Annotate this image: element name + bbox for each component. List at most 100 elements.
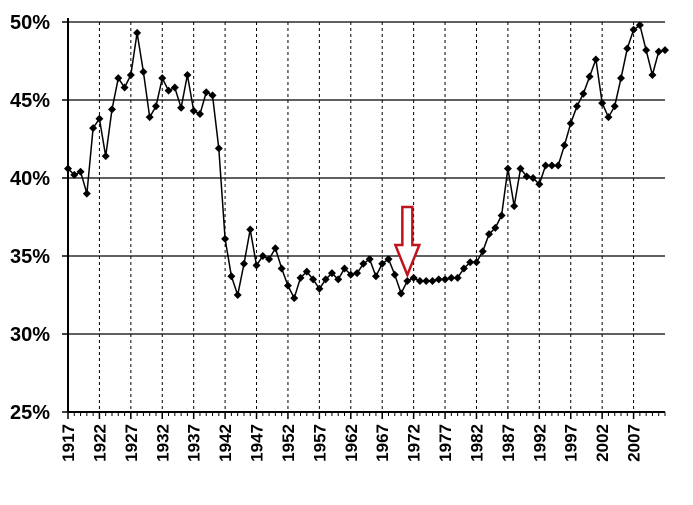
data-point xyxy=(221,234,230,243)
y-tick-label: 45% xyxy=(10,90,50,112)
x-tick-label: 1982 xyxy=(467,424,486,462)
down-arrow-icon xyxy=(393,205,422,279)
series-line xyxy=(67,23,666,301)
data-point xyxy=(214,144,223,153)
data-point xyxy=(554,161,563,170)
data-point xyxy=(353,269,362,278)
data-point xyxy=(428,276,437,285)
data-point xyxy=(434,275,443,284)
x-tick-label: 1962 xyxy=(342,424,361,462)
data-point xyxy=(296,273,305,282)
data-point xyxy=(290,294,299,303)
data-point xyxy=(585,72,594,81)
data-point xyxy=(491,223,500,232)
data-point xyxy=(95,114,104,123)
x-tick-label: 1932 xyxy=(153,424,172,462)
data-point xyxy=(510,202,519,211)
data-point xyxy=(610,102,619,111)
data-point xyxy=(89,124,98,133)
data-point xyxy=(327,269,336,278)
data-point xyxy=(503,164,512,173)
data-point xyxy=(283,281,292,290)
data-point xyxy=(648,71,657,80)
data-point xyxy=(635,21,644,30)
data-point xyxy=(403,276,412,285)
data-point xyxy=(70,170,79,179)
data-point xyxy=(246,225,255,234)
x-tick-label: 1952 xyxy=(279,424,298,462)
y-tick-label: 30% xyxy=(10,324,50,346)
data-point xyxy=(522,172,531,181)
data-point xyxy=(340,264,349,273)
x-tick-label: 1997 xyxy=(562,424,581,462)
x-tick-label: 1927 xyxy=(122,424,141,462)
data-point xyxy=(265,255,274,264)
data-point xyxy=(183,71,192,80)
data-point xyxy=(252,261,261,270)
data-point xyxy=(447,273,456,282)
data-point xyxy=(321,275,330,284)
data-point xyxy=(302,267,311,276)
data-point xyxy=(315,284,324,293)
data-point xyxy=(114,74,123,83)
axes xyxy=(62,18,666,419)
x-tick-label: 2007 xyxy=(625,424,644,462)
x-tick-label: 1977 xyxy=(436,424,455,462)
x-tick-label: 2002 xyxy=(593,424,612,462)
data-point xyxy=(378,259,387,268)
data-point xyxy=(164,86,173,95)
data-point xyxy=(397,289,406,298)
x-tick-labels: 1917 1922 1927 1932 1937 1942 1947 1952 1957 1962… xyxy=(59,424,644,462)
x-tick-label: 1922 xyxy=(90,424,109,462)
data-point xyxy=(598,99,607,108)
data-point xyxy=(139,67,148,76)
data-point xyxy=(466,258,475,267)
data-point xyxy=(189,106,198,115)
y-tick-label: 40% xyxy=(10,168,50,190)
data-point xyxy=(177,103,186,112)
data-point xyxy=(309,275,318,284)
data-point xyxy=(409,273,418,282)
data-point xyxy=(516,164,525,173)
data-point xyxy=(579,89,588,98)
data-point xyxy=(158,74,167,83)
data-point xyxy=(145,113,154,122)
data-point xyxy=(422,276,431,285)
data-point xyxy=(617,74,626,83)
x-tick-label: 1992 xyxy=(530,424,549,462)
data-point xyxy=(497,211,506,220)
data-point xyxy=(623,44,632,53)
data-point xyxy=(459,264,468,273)
data-point xyxy=(195,110,204,119)
x-tick-label: 1967 xyxy=(373,424,392,462)
data-point xyxy=(227,272,236,281)
data-point xyxy=(604,113,613,122)
grid-lines xyxy=(67,21,665,413)
x-tick-label: 1937 xyxy=(185,424,204,462)
data-point xyxy=(126,71,135,80)
y-tick-labels: 25% 30% 35% 40% 45% 50% xyxy=(10,12,50,424)
data-point xyxy=(277,264,286,273)
data-point xyxy=(541,161,550,170)
data-point xyxy=(120,83,129,92)
data-point xyxy=(258,252,267,260)
data-point xyxy=(208,91,217,100)
data-point xyxy=(591,55,600,64)
data-point xyxy=(371,272,380,281)
x-tick-label: 1987 xyxy=(499,424,518,462)
data-points xyxy=(64,21,669,303)
y-tick-label: 35% xyxy=(10,246,50,268)
data-point xyxy=(472,258,481,267)
x-tick-label: 1957 xyxy=(310,424,329,462)
data-point xyxy=(390,270,399,279)
data-point xyxy=(560,141,569,150)
data-point xyxy=(239,259,248,268)
data-point xyxy=(529,174,538,182)
data-point xyxy=(76,167,85,176)
data-point xyxy=(365,255,374,264)
data-point xyxy=(535,180,544,189)
data-point xyxy=(453,273,462,282)
data-point xyxy=(271,244,280,253)
